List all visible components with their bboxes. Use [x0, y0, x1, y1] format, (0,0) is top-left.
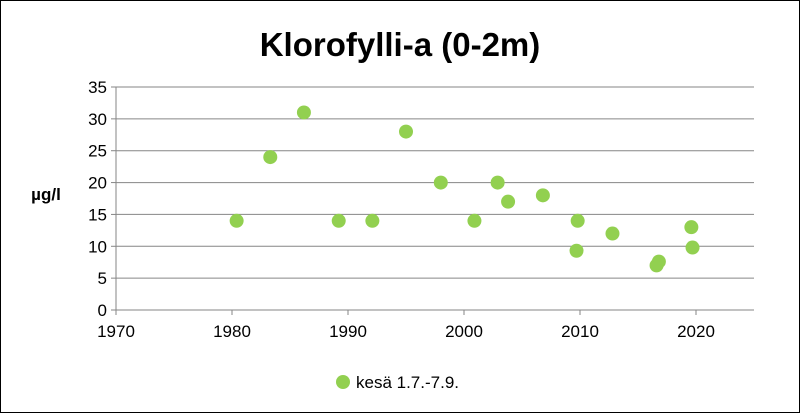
- data-points: [229, 105, 700, 273]
- gridlines: [116, 86, 754, 279]
- y-tick-label: 20: [88, 174, 107, 193]
- x-tick-label: 1990: [329, 322, 367, 341]
- data-point: [501, 194, 516, 209]
- data-point: [685, 240, 700, 255]
- tick-labels: 0 5 10 15 20 25 30 35 1970 1980 1990 2000 2010 2020: [88, 78, 715, 341]
- data-point: [651, 254, 666, 269]
- y-tick-label: 30: [88, 110, 107, 129]
- y-tick-label: 0: [98, 301, 107, 320]
- chart-title: Klorofylli-a (0-2m): [260, 26, 541, 63]
- x-tick-label: 1980: [213, 322, 251, 341]
- y-axis-label: µg/l: [31, 185, 61, 204]
- legend-label: kesä 1.7.-7.9.: [356, 373, 459, 392]
- y-tick-label: 5: [98, 269, 107, 288]
- data-point: [229, 213, 244, 228]
- data-point: [433, 175, 448, 190]
- data-point: [467, 213, 482, 228]
- legend: kesä 1.7.-7.9.: [336, 373, 459, 392]
- data-point: [605, 226, 620, 241]
- x-tick-label: 1970: [97, 322, 135, 341]
- y-tick-label: 10: [88, 237, 107, 256]
- x-tick-label: 2020: [677, 322, 715, 341]
- x-tick-label: 2000: [445, 322, 483, 341]
- data-point: [569, 243, 584, 258]
- data-point: [490, 175, 505, 190]
- data-point: [684, 220, 699, 235]
- data-point: [535, 188, 550, 203]
- data-point: [399, 124, 413, 139]
- y-tick-label: 35: [88, 78, 107, 97]
- data-point: [263, 150, 278, 165]
- x-tick-label: 2010: [561, 322, 599, 341]
- data-point: [296, 105, 311, 120]
- axes: [111, 86, 754, 315]
- y-tick-label: 25: [88, 142, 107, 161]
- data-point: [331, 213, 346, 228]
- legend-marker: [336, 375, 350, 389]
- y-tick-label: 15: [88, 205, 107, 224]
- data-point: [365, 213, 380, 228]
- data-point: [570, 213, 585, 228]
